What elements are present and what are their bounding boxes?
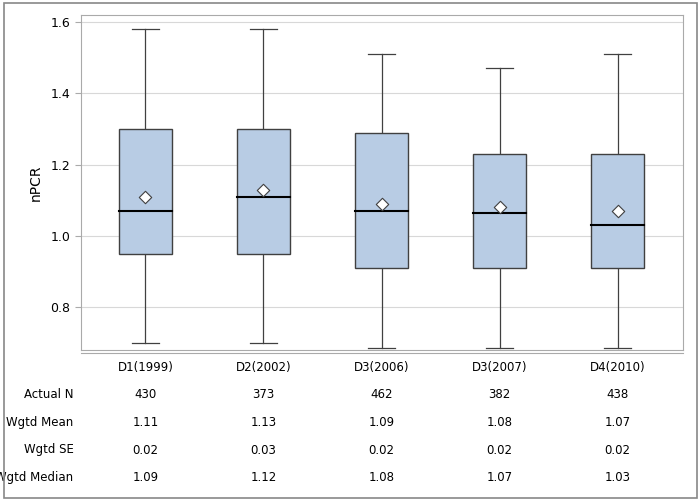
Text: 1.11: 1.11 (132, 416, 158, 429)
Bar (473, 154, 526, 268)
Text: 1.09: 1.09 (368, 416, 395, 429)
Bar (237, 129, 290, 254)
Text: 430: 430 (134, 388, 157, 402)
Text: 1.08: 1.08 (368, 471, 395, 484)
Text: D4(2010): D4(2010) (590, 361, 645, 374)
Point (258, 186, 269, 194)
Text: 1.09: 1.09 (132, 471, 158, 484)
Text: 1.03: 1.03 (605, 471, 631, 484)
Text: 0.02: 0.02 (605, 444, 631, 456)
Bar (119, 129, 172, 254)
Text: 1.08: 1.08 (486, 416, 512, 429)
Text: 1.12: 1.12 (251, 471, 276, 484)
Text: 0.03: 0.03 (251, 444, 276, 456)
Text: 0.02: 0.02 (486, 444, 512, 456)
Text: 373: 373 (252, 388, 274, 402)
Y-axis label: nPCR: nPCR (29, 164, 43, 200)
Text: 1.07: 1.07 (486, 471, 512, 484)
Bar (591, 154, 644, 268)
Text: D3(2007): D3(2007) (472, 361, 527, 374)
Text: 1.07: 1.07 (605, 416, 631, 429)
Text: D2(2002): D2(2002) (236, 361, 291, 374)
Bar (355, 132, 408, 268)
Text: Wgtd SE: Wgtd SE (24, 444, 74, 456)
Text: 0.02: 0.02 (368, 444, 395, 456)
Text: D3(2006): D3(2006) (354, 361, 410, 374)
Text: 382: 382 (489, 388, 511, 402)
Text: Wgtd Mean: Wgtd Mean (6, 416, 74, 429)
Text: 1.13: 1.13 (251, 416, 276, 429)
Text: 462: 462 (370, 388, 393, 402)
Text: 0.02: 0.02 (132, 444, 158, 456)
Text: Actual N: Actual N (24, 388, 74, 402)
Text: Wgtd Median: Wgtd Median (0, 471, 74, 484)
Point (376, 200, 387, 208)
Text: D1(1999): D1(1999) (118, 361, 174, 374)
Point (494, 204, 505, 212)
Point (140, 193, 151, 201)
Point (612, 207, 623, 215)
Text: 438: 438 (606, 388, 629, 402)
